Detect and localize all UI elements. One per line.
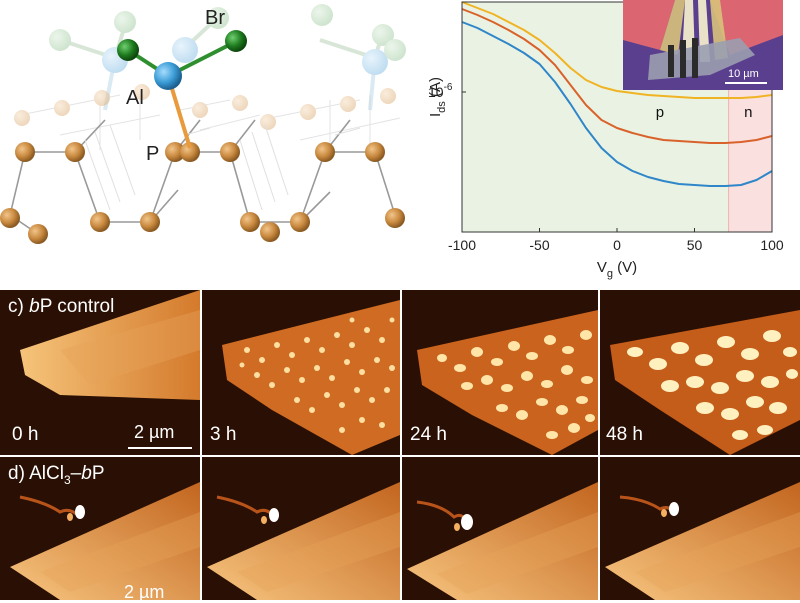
row-c-label: c) bP control — [8, 296, 115, 317]
series-line-3 — [461, 21, 773, 187]
albr-molecule — [117, 30, 247, 149]
atom-label-al: Al — [126, 87, 144, 109]
afm-d-24h — [402, 457, 598, 600]
lattice-bonds — [9, 119, 396, 233]
phosphorus-atoms — [0, 142, 405, 244]
row-d-scale-label: 2 µm — [124, 582, 165, 602]
x-axis-label: Vg (V) — [597, 259, 637, 280]
time-label-0h: 0 h — [12, 424, 39, 445]
inset-scale-bar — [725, 82, 767, 84]
structure-drawing: Br Al P — [0, 4, 406, 244]
x-tick-label: 50 — [687, 237, 703, 253]
afm-c-0h — [0, 290, 200, 455]
series-line-1 — [461, 1, 773, 99]
series-line-2 — [461, 8, 773, 144]
lattice-hatching — [84, 124, 361, 211]
row-c-scale-bar — [128, 447, 192, 449]
atom-label-p: P — [146, 143, 159, 165]
time-label-24h: 24 h — [410, 424, 447, 445]
x-tick-label: -50 — [529, 237, 549, 253]
inset-scale-label: 10 µm — [728, 68, 759, 80]
x-tick-label: -100 — [448, 237, 476, 253]
atom-label-br: Br — [205, 7, 225, 29]
afm-c-48h — [600, 290, 800, 455]
y-axis-label: Ids (A) — [427, 77, 448, 117]
x-tick-label: 0 — [613, 237, 621, 253]
time-label-48h: 48 h — [606, 424, 643, 445]
faded-molecules — [49, 4, 406, 111]
afm-c-24h — [402, 290, 598, 455]
row-d-label: d) AlCl3–bP — [8, 463, 105, 487]
faded-lattice — [14, 84, 401, 150]
structure-panel: Br Al P — [0, 0, 410, 270]
device-inset-image: 10 µm — [623, 0, 783, 90]
transfer-chart-panel: -100 -50 0 50 100 p n 10-6 Vg (V) Ids (A) 10… — [410, 0, 800, 290]
row-c-scale-label: 2 µm — [134, 422, 175, 442]
afm-d-3h — [202, 457, 400, 600]
time-label-3h: 3 h — [210, 424, 237, 445]
afm-d-0h — [0, 457, 200, 600]
x-tick-label: 100 — [760, 237, 784, 253]
region-label-p: p — [656, 104, 664, 121]
y-tick-label: 10-6 — [428, 82, 453, 100]
region-label-n: n — [744, 104, 752, 121]
afm-d-48h — [600, 457, 800, 600]
transfer-chart: -100 -50 0 50 100 p n 10-6 Vg (V) Ids (A) 10… — [427, 0, 784, 280]
afm-c-3h — [202, 290, 400, 455]
